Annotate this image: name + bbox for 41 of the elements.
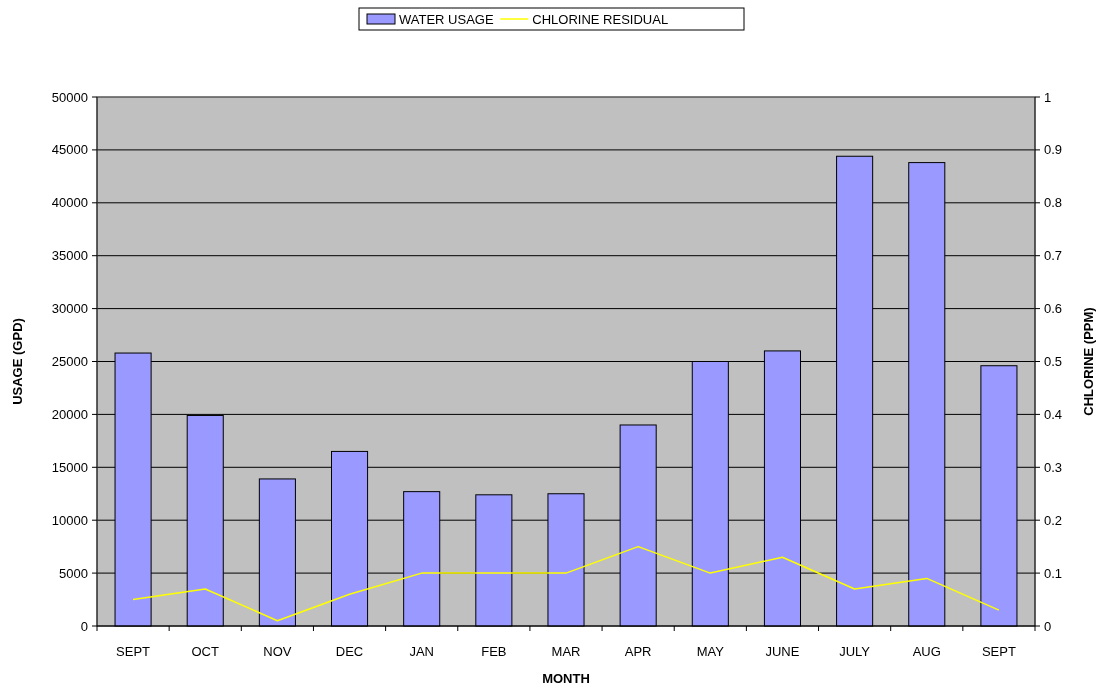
legend-label: WATER USAGE [399, 11, 494, 27]
y-axis-title: USAGE (GPD) [10, 318, 25, 405]
x-tick-label: NOV [263, 644, 292, 659]
x-tick-label: JAN [409, 644, 434, 659]
y-tick-label: 15000 [51, 459, 88, 475]
x-axis-title: MONTH [542, 671, 590, 686]
y-tick-label: 0 [80, 618, 88, 634]
x-tick-label: FEB [481, 644, 507, 659]
y-tick-label: 40000 [51, 195, 88, 211]
y2-tick-label: 0.4 [1044, 406, 1063, 422]
x-tick-label: DEC [335, 644, 364, 659]
x-tick-label: SEPT [116, 644, 151, 659]
y-tick-label: 10000 [51, 512, 88, 528]
y2-tick-label: 0 [1044, 618, 1052, 634]
y-tick-label: 35000 [51, 248, 88, 264]
x-tick-label: APR [624, 644, 652, 659]
y-tick-label: 25000 [51, 354, 88, 370]
y2-tick-label: 0.8 [1044, 195, 1063, 211]
y2-axis-title: CHLORINE (PPM) [1081, 307, 1096, 416]
y2-tick-label: 0.9 [1044, 142, 1063, 158]
y-tick-label: 20000 [51, 406, 88, 422]
y2-tick-label: 0.5 [1044, 354, 1063, 370]
x-tick-label: JUNE [765, 644, 800, 659]
x-tick-label: MAR [551, 644, 581, 659]
y2-tick-label: 1 [1044, 89, 1052, 105]
y2-tick-label: 0.7 [1044, 248, 1063, 264]
x-tick-label: MAY [696, 644, 725, 659]
y-tick-label: 50000 [51, 89, 88, 105]
line-series [132, 545, 1000, 622]
x-tick-label: SEPT [981, 644, 1016, 659]
y-tick-label: 45000 [51, 142, 88, 158]
y2-tick-label: 0.3 [1044, 459, 1063, 475]
y2-tick-label: 0.1 [1044, 565, 1063, 581]
y-tick-label: 5000 [59, 565, 88, 581]
x-tick-label: AUG [912, 644, 941, 659]
y2-tick-label: 0.2 [1044, 512, 1063, 528]
x-tick-label: JULY [839, 644, 871, 659]
x-tick-label: OCT [191, 644, 219, 659]
y2-tick-label: 0.6 [1044, 301, 1063, 317]
y-tick-label: 30000 [51, 301, 88, 317]
legend-label: CHLORINE RESIDUAL [532, 11, 669, 27]
